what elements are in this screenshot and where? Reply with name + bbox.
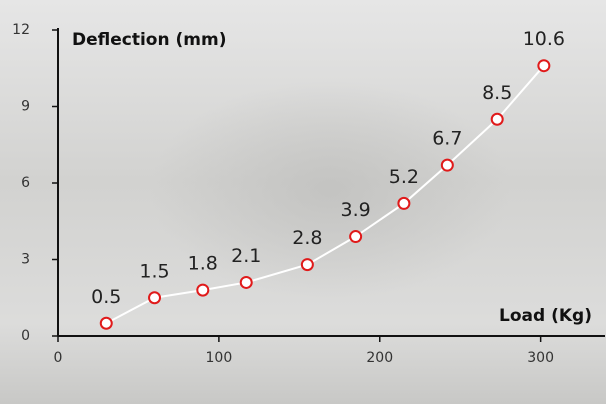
data-label: 3.9 (341, 199, 371, 221)
data-point (302, 259, 313, 270)
x-tick-label: 300 (527, 350, 554, 366)
y-tick-label: 6 (21, 175, 30, 191)
x-tick-label: 0 (54, 350, 63, 366)
data-label: 2.1 (231, 245, 261, 267)
data-label: 0.5 (91, 286, 121, 308)
data-point (149, 292, 160, 303)
data-label: 2.8 (292, 227, 322, 249)
data-label: 6.7 (432, 128, 462, 150)
data-point (241, 277, 252, 288)
chart: Deflection (mm) Load (Kg) 0 3 6 9 12 0 100 200 3… (0, 0, 606, 404)
y-tick-label: 3 (21, 252, 30, 268)
y-tick-label: 12 (12, 22, 30, 38)
y-tick-label: 9 (21, 99, 30, 115)
x-axis-label: Load (Kg) (499, 306, 592, 326)
y-tick-label: 0 (21, 328, 30, 344)
data-point (350, 231, 361, 242)
x-tick-label: 100 (206, 350, 233, 366)
data-point (442, 160, 453, 171)
data-label: 8.5 (482, 82, 512, 104)
data-label: 10.6 (523, 28, 565, 50)
data-point (538, 60, 549, 71)
y-axis-label: Deflection (mm) (72, 30, 226, 50)
data-point (197, 285, 208, 296)
data-point (492, 114, 503, 125)
data-point (101, 318, 112, 329)
data-label: 1.5 (139, 260, 169, 282)
data-label: 1.8 (188, 253, 218, 275)
data-point (398, 198, 409, 209)
x-tick-label: 200 (366, 350, 393, 366)
data-label: 5.2 (389, 166, 419, 188)
